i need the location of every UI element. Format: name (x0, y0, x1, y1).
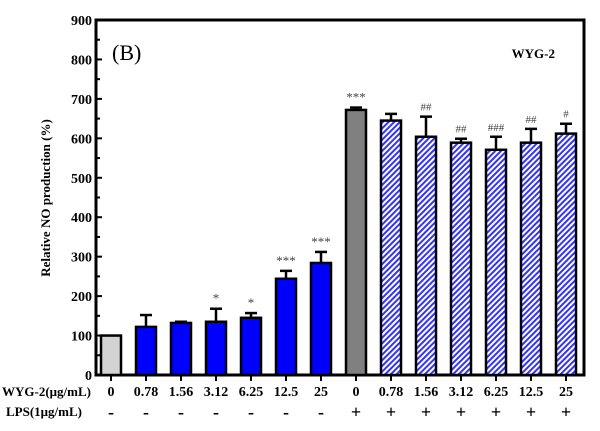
bar (554, 132, 578, 377)
bar (239, 316, 263, 377)
bar (449, 141, 473, 377)
y-tick-label: 100 (71, 330, 92, 345)
lps-label: + (561, 402, 571, 422)
y-tick-label: 400 (71, 211, 92, 226)
y-tick-label: 700 (71, 93, 92, 108)
bar (379, 119, 403, 377)
significance-label: * (213, 291, 220, 306)
x-tick-label: 0.78 (134, 385, 159, 400)
bar (484, 148, 508, 377)
significance-label: * (248, 295, 255, 310)
x-tick-label: 0 (108, 385, 115, 400)
y-tick-label: 900 (71, 14, 92, 29)
significance-label: *** (311, 234, 331, 249)
lps-label: + (456, 402, 466, 422)
bar (344, 108, 368, 377)
x-tick-label: 3.12 (449, 385, 474, 400)
y-tick-label: 800 (71, 53, 92, 68)
significance-label: *** (276, 253, 296, 268)
x-tick-label: 1.56 (414, 385, 439, 400)
x-tick-label: 25 (559, 385, 573, 400)
significance-label: ### (488, 122, 505, 134)
lps-label: + (351, 402, 361, 422)
bar (204, 320, 228, 377)
significance-label: ## (526, 114, 538, 126)
lps-label: - (283, 402, 289, 422)
x-tick-label: 6.25 (239, 385, 264, 400)
plot-frame (94, 18, 586, 377)
lps-label: - (213, 402, 219, 422)
bar (99, 334, 123, 377)
bar (309, 261, 333, 377)
row-label-lps: LPS(1μg/mL) (6, 404, 82, 419)
y-axis-label: Relative NO production (%) (38, 119, 53, 277)
significance-label: ## (421, 102, 433, 114)
y-tick-label: 500 (71, 172, 92, 187)
significance-label: ## (456, 124, 468, 136)
significance-label: *** (346, 90, 366, 105)
bar (134, 325, 158, 377)
y-tick-label: 300 (71, 251, 92, 266)
lps-label: - (318, 402, 324, 422)
annotation: WYG-2 (512, 46, 555, 61)
lps-label: - (143, 402, 149, 422)
lps-label: + (491, 402, 501, 422)
x-tick-label: 6.25 (484, 385, 509, 400)
y-tick-label: 0 (85, 369, 92, 384)
bar (169, 321, 193, 377)
row-label-wyg: WYG-2(μg/mL) (2, 384, 91, 399)
bar (519, 141, 543, 377)
x-tick-label: 12.5 (274, 385, 299, 400)
x-tick-label: 12.5 (519, 385, 544, 400)
x-tick-label: 0.78 (379, 385, 404, 400)
y-tick-label: 200 (71, 290, 92, 305)
bar (274, 277, 298, 377)
bar (414, 135, 438, 377)
x-tick-label: 25 (314, 385, 328, 400)
significance-label: # (563, 109, 569, 121)
x-tick-label: 0 (353, 385, 360, 400)
lps-label: - (178, 402, 184, 422)
lps-label: + (386, 402, 396, 422)
panel-label: (B) (112, 40, 141, 65)
x-tick-label: 1.56 (169, 385, 194, 400)
y-tick-label: 600 (71, 132, 92, 147)
lps-label: + (526, 402, 536, 422)
lps-label: + (421, 402, 431, 422)
lps-label: - (248, 402, 254, 422)
lps-label: - (108, 402, 114, 422)
x-tick-label: 3.12 (204, 385, 229, 400)
